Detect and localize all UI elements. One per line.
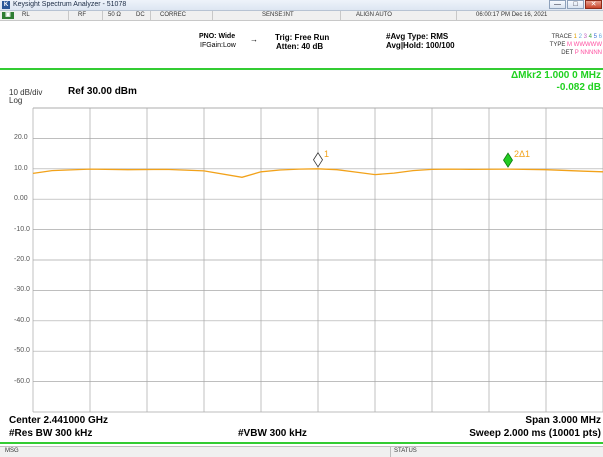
divider <box>456 11 457 20</box>
video-bandwidth[interactable]: #VBW 300 kHz <box>238 428 307 439</box>
trace-row: TRACE 1 2 3 4 5 6 <box>550 33 602 41</box>
pno-setting[interactable]: PNO: Wide <box>199 33 236 40</box>
rl-label[interactable]: RL <box>22 12 30 18</box>
marker-header: ΔMkr2 1.000 0 MHz <box>510 70 601 81</box>
status-area[interactable]: STATUS <box>394 448 417 454</box>
scale-per-div[interactable]: 10 dB/div <box>9 88 43 97</box>
trigger-setting[interactable]: Trig: Free Run <box>275 33 330 42</box>
datetime-label: 06:00:17 PM Dec 16, 2021 <box>476 12 548 18</box>
trace-1 <box>32 168 603 178</box>
center-frequency[interactable]: Center 2.441000 GHz <box>9 415 108 426</box>
trace-table[interactable]: TRACE 1 2 3 4 5 6 TYPE M WWWWW DET P NNN… <box>550 33 602 57</box>
avg-type-setting[interactable]: #Avg Type: RMS <box>386 32 449 41</box>
avg-hold-setting[interactable]: Avg|Hold: 100/100 <box>386 41 455 50</box>
maximize-button[interactable]: □ <box>567 0 584 9</box>
window-titlebar: K Keysight Spectrum Analyzer - 51078 — □… <box>0 0 603 11</box>
trace-1-line <box>32 168 603 178</box>
det-value: P NNNNN <box>574 50 602 56</box>
settings-info-bar: PNO: Wide IFGain:Low → Trig: Free Run At… <box>0 21 603 65</box>
atten-setting[interactable]: Atten: 40 dB <box>276 42 324 51</box>
divider <box>212 11 213 20</box>
frequency-span[interactable]: Span 3.000 MHz <box>525 415 601 426</box>
ifgain-setting[interactable]: IFGain:Low <box>200 42 236 49</box>
resolution-bandwidth[interactable]: #Res BW 300 kHz <box>9 428 93 439</box>
y-tick-label: 10.0 <box>14 164 28 172</box>
trace-label: TRACE <box>551 34 572 40</box>
display-top-border <box>0 68 603 70</box>
y-tick-label: -10.0 <box>14 225 30 233</box>
y-tick-label: 20.0 <box>14 134 28 142</box>
trace-num-5: 5 <box>593 34 597 40</box>
det-label: DET <box>561 50 574 56</box>
y-tick-label: 0.00 <box>14 195 28 203</box>
marker-label: 2Δ1 <box>514 149 530 159</box>
type-label: TYPE <box>549 42 566 48</box>
type-row: TYPE M WWWWW <box>550 41 602 49</box>
divider <box>390 447 391 457</box>
rf-label[interactable]: RF <box>78 12 86 18</box>
y-tick-label: -50.0 <box>14 347 30 355</box>
divider <box>150 11 151 20</box>
graticule-grid <box>32 107 603 413</box>
divider <box>68 11 69 20</box>
marker-label: 1 <box>324 149 329 159</box>
trace-num-6: 6 <box>598 34 602 40</box>
marker-value: -0.082 dB <box>556 82 601 93</box>
trace-num-3: 3 <box>583 34 587 40</box>
message-area[interactable]: MSG <box>5 448 19 454</box>
marker-diamond-icon[interactable] <box>313 152 323 168</box>
sweep-time[interactable]: Sweep 2.000 ms (10001 pts) <box>469 428 601 439</box>
y-tick-label: -60.0 <box>14 377 30 385</box>
instrument-status-strip: ▣ RL RF 50 Ω DC CORREC SENSE:INT ALIGN A… <box>0 11 603 21</box>
divider <box>340 11 341 20</box>
keysight-logo-icon: ▣ <box>2 12 14 19</box>
divider <box>102 11 103 20</box>
y-tick-label: -20.0 <box>14 256 30 263</box>
trace-num-2: 2 <box>578 34 582 40</box>
window-title: Keysight Spectrum Analyzer - 51078 <box>13 1 127 8</box>
window-controls: — □ ✕ <box>548 0 602 10</box>
status-bar: MSG STATUS <box>0 446 603 457</box>
det-row: DET P NNNNN <box>550 49 602 57</box>
reference-level[interactable]: Ref 30.00 dBm <box>68 86 137 97</box>
type-value: M WWWWW <box>567 42 602 48</box>
marker-diamond-icon[interactable] <box>503 152 513 168</box>
y-tick-label: -30.0 <box>14 286 30 294</box>
coupling-label[interactable]: DC <box>136 12 145 18</box>
minimize-button[interactable]: — <box>549 0 566 9</box>
close-button[interactable]: ✕ <box>585 0 602 9</box>
align-label: ALIGN AUTO <box>356 12 392 18</box>
scale-type[interactable]: Log <box>9 96 23 105</box>
sense-label: SENSE:INT <box>262 12 294 18</box>
trace-num-1: 1 <box>573 34 577 40</box>
impedance-label[interactable]: 50 Ω <box>108 12 121 18</box>
trigger-arrow-icon: → <box>250 35 258 44</box>
markers: 1 2Δ1 <box>313 149 530 168</box>
display-bottom-border <box>0 442 603 444</box>
app-icon: K <box>2 1 10 9</box>
y-tick-label: -40.0 <box>14 316 30 324</box>
trace-num-4: 4 <box>588 34 592 40</box>
correc-label[interactable]: CORREC <box>160 12 187 18</box>
